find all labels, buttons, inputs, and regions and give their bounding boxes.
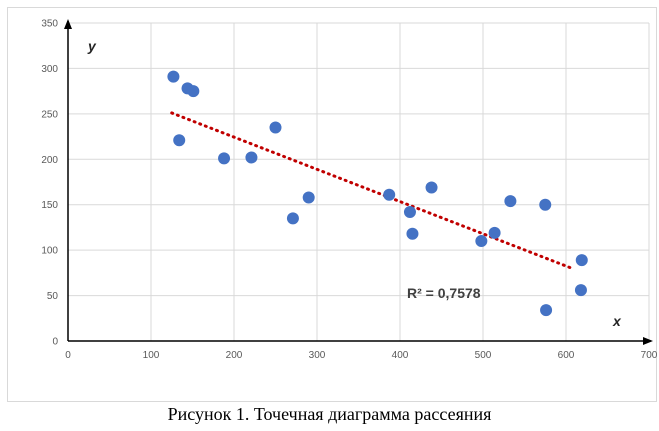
data-point	[488, 226, 501, 239]
data-point	[383, 188, 396, 201]
y-tick-label: 350	[41, 19, 58, 30]
y-tick-label: 100	[41, 246, 58, 257]
data-point	[286, 212, 299, 225]
data-points	[167, 70, 588, 317]
data-point	[504, 195, 517, 208]
data-point	[425, 181, 438, 194]
x-tick-label: 0	[65, 350, 71, 361]
data-point	[173, 134, 186, 147]
y-tick-label: 50	[47, 291, 59, 302]
x-tick-label: 100	[143, 350, 160, 361]
y-tick-label: 150	[41, 200, 58, 211]
data-point	[539, 198, 552, 211]
r-squared-label: R² = 0,7578	[407, 285, 481, 301]
grid-lines	[68, 22, 650, 341]
data-point	[575, 254, 588, 267]
x-tick-label: 200	[226, 350, 243, 361]
y-tick-label: 0	[52, 337, 58, 348]
y-tick-label: 200	[41, 155, 58, 166]
x-axis-label: x	[612, 313, 622, 329]
data-point	[269, 121, 282, 134]
data-point	[302, 191, 315, 204]
data-point	[245, 151, 258, 164]
data-point	[574, 284, 587, 297]
data-point	[540, 304, 553, 317]
x-axis-arrow-icon	[643, 337, 653, 345]
x-tick-label: 300	[309, 350, 326, 361]
data-point	[187, 85, 200, 98]
axes	[64, 19, 653, 345]
x-tick-label: 600	[558, 350, 575, 361]
data-point	[167, 70, 180, 83]
trendline-path	[170, 111, 576, 271]
figure-caption: Рисунок 1. Точечная диаграмма рассеяния	[167, 404, 492, 424]
y-axis-label: y	[87, 38, 97, 54]
tick-labels: 0 100 200 300 400 500 600 700 0 50 100 150 200 250 300…	[41, 19, 657, 362]
y-tick-label: 300	[41, 64, 58, 75]
data-point	[475, 235, 488, 248]
data-point	[406, 227, 419, 240]
trendline	[170, 111, 576, 271]
chart-frame: 0 100 200 300 400 500 600 700 0 50 100 150 200 250 300…	[7, 7, 658, 402]
scatter-chart: 0 100 200 300 400 500 600 700 0 50 100 150 200 250 300…	[41, 19, 657, 362]
x-tick-label: 700	[641, 350, 658, 361]
data-point	[403, 205, 416, 218]
x-tick-label: 500	[475, 350, 492, 361]
x-tick-label: 400	[392, 350, 409, 361]
data-point	[218, 152, 231, 165]
y-tick-label: 250	[41, 109, 58, 120]
y-axis-arrow-icon	[64, 19, 72, 29]
